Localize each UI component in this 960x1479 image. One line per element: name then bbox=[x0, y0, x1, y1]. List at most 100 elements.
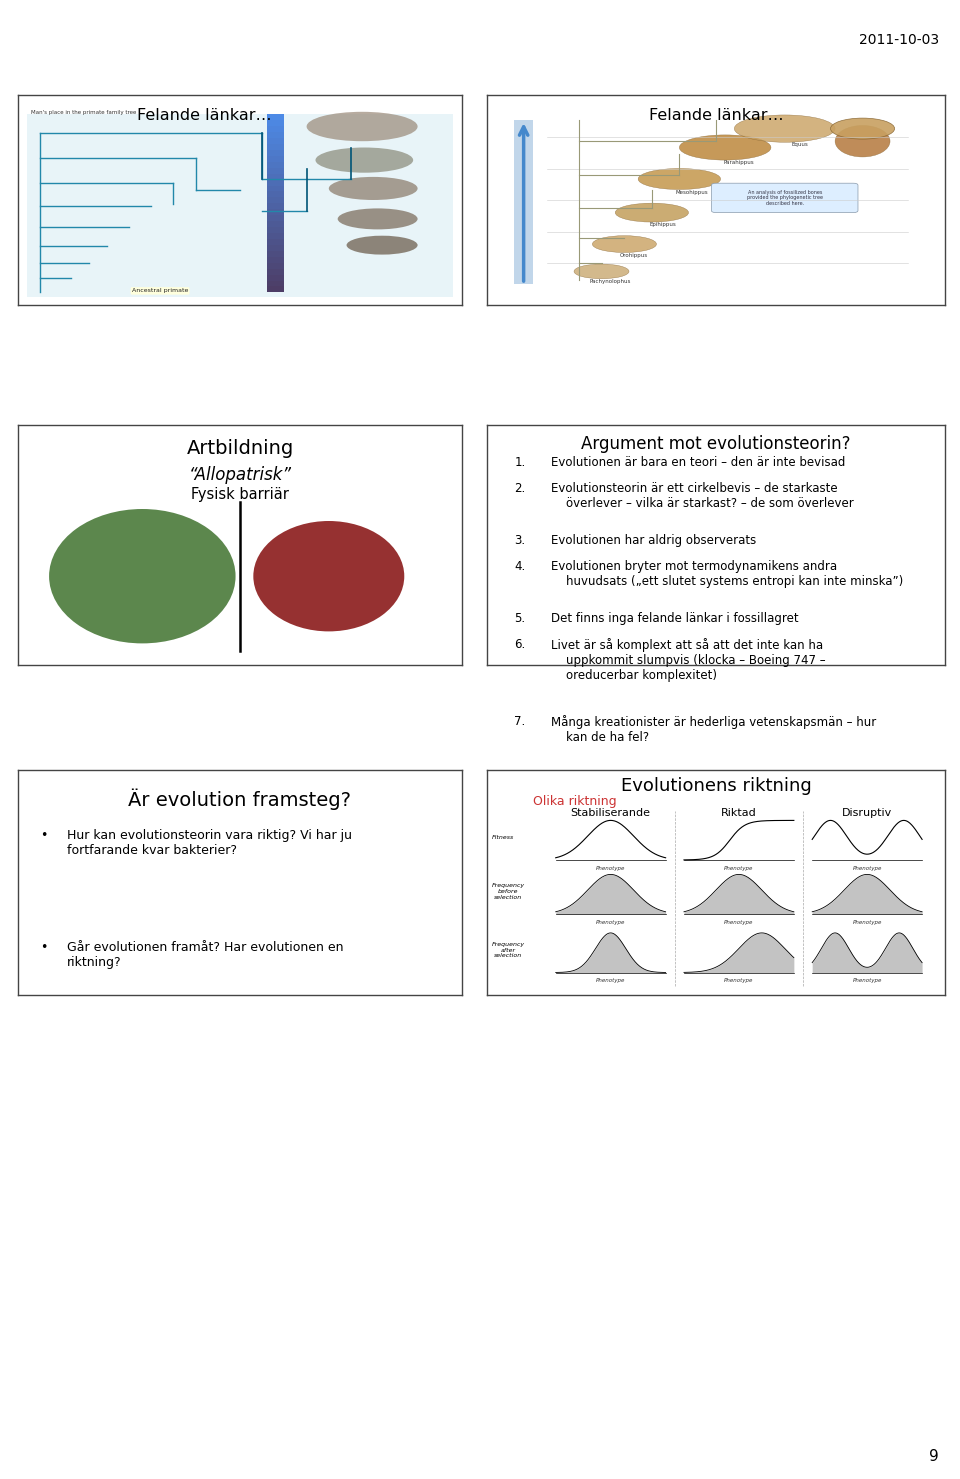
Bar bbox=[267, 226, 284, 234]
Text: Felande länkar…: Felande länkar… bbox=[649, 108, 783, 123]
Text: •: • bbox=[40, 941, 48, 954]
Bar bbox=[267, 138, 284, 143]
Text: Är evolution framsteg?: Är evolution framsteg? bbox=[129, 788, 351, 809]
Text: Stabiliserande: Stabiliserande bbox=[570, 808, 651, 818]
Text: Evolutionen har aldrig observerats: Evolutionen har aldrig observerats bbox=[551, 534, 756, 547]
Ellipse shape bbox=[49, 509, 235, 643]
Text: Olika riktning: Olika riktning bbox=[533, 794, 616, 808]
Text: Livet är så komplext att så att det inte kan ha
    uppkommit slumpvis (klocka –: Livet är så komplext att så att det inte… bbox=[551, 637, 826, 682]
Bar bbox=[267, 238, 284, 246]
Text: Mesohippus: Mesohippus bbox=[676, 189, 708, 195]
Bar bbox=[515, 120, 533, 284]
Text: Phenotype: Phenotype bbox=[852, 920, 882, 924]
Text: Phenotype: Phenotype bbox=[852, 865, 882, 871]
Text: Man's place in the primate family tree: Man's place in the primate family tree bbox=[32, 109, 136, 115]
Text: Disruptiv: Disruptiv bbox=[842, 808, 892, 818]
Bar bbox=[267, 244, 284, 251]
Ellipse shape bbox=[574, 265, 629, 278]
Text: 6.: 6. bbox=[515, 637, 526, 651]
Text: Evolutionens riktning: Evolutionens riktning bbox=[620, 776, 811, 794]
Ellipse shape bbox=[592, 235, 657, 253]
Bar bbox=[267, 256, 284, 263]
Text: Fysisk barriär: Fysisk barriär bbox=[191, 488, 289, 503]
Bar bbox=[267, 250, 284, 257]
Text: Riktad: Riktad bbox=[721, 808, 756, 818]
Bar bbox=[267, 214, 284, 222]
Ellipse shape bbox=[328, 177, 418, 200]
Text: Felande länkar…: Felande länkar… bbox=[137, 108, 272, 123]
Bar bbox=[267, 143, 284, 149]
Ellipse shape bbox=[615, 203, 688, 222]
Bar bbox=[267, 268, 284, 275]
Text: An analysis of fossilized bones
provided the phylogenetic tree
described here.: An analysis of fossilized bones provided… bbox=[747, 189, 823, 206]
Text: Phenotype: Phenotype bbox=[596, 920, 625, 924]
Text: Phenotype: Phenotype bbox=[724, 920, 754, 924]
Text: Det finns inga felande länkar i fossillagret: Det finns inga felande länkar i fossilla… bbox=[551, 612, 799, 624]
Ellipse shape bbox=[347, 235, 418, 254]
Text: “Allopatrisk”: “Allopatrisk” bbox=[188, 466, 292, 484]
Bar bbox=[267, 120, 284, 126]
Ellipse shape bbox=[338, 209, 418, 229]
FancyBboxPatch shape bbox=[711, 183, 858, 213]
Text: Fitness: Fitness bbox=[492, 836, 514, 840]
Text: Evolutionen bryter mot termodynamikens andra
    huvudsats („ett slutet systems : Evolutionen bryter mot termodynamikens a… bbox=[551, 561, 903, 587]
Bar bbox=[267, 179, 284, 185]
Bar bbox=[267, 209, 284, 216]
Text: Phenotype: Phenotype bbox=[596, 865, 625, 871]
Text: Ancestral primate: Ancestral primate bbox=[132, 288, 188, 293]
Text: Frequency
before
selection: Frequency before selection bbox=[492, 883, 525, 899]
Bar bbox=[267, 185, 284, 191]
Text: Parahippus: Parahippus bbox=[724, 160, 755, 166]
FancyBboxPatch shape bbox=[27, 114, 453, 297]
Ellipse shape bbox=[638, 169, 721, 189]
Text: 3.: 3. bbox=[515, 534, 526, 547]
Bar bbox=[267, 220, 284, 228]
Bar bbox=[267, 155, 284, 161]
Text: 5.: 5. bbox=[515, 612, 526, 624]
Text: Phenotype: Phenotype bbox=[724, 978, 754, 984]
Text: Pachynolophus: Pachynolophus bbox=[589, 280, 631, 284]
Ellipse shape bbox=[835, 126, 890, 157]
Text: Artbildning: Artbildning bbox=[186, 439, 294, 458]
Ellipse shape bbox=[680, 135, 771, 160]
Text: •: • bbox=[40, 828, 48, 842]
Text: Evolutionsteorin är ett cirkelbevis – de starkaste
    överlever – vilka är star: Evolutionsteorin är ett cirkelbevis – de… bbox=[551, 482, 853, 510]
Text: Orohippus: Orohippus bbox=[620, 253, 648, 257]
Text: 2.: 2. bbox=[515, 482, 526, 495]
Bar bbox=[267, 203, 284, 209]
Text: Evolutionen är bara en teori – den är inte bevisad: Evolutionen är bara en teori – den är in… bbox=[551, 456, 846, 469]
Text: Equus: Equus bbox=[791, 142, 808, 148]
Bar bbox=[267, 232, 284, 240]
Text: Phenotype: Phenotype bbox=[596, 978, 625, 984]
Bar bbox=[267, 173, 284, 179]
Text: 9: 9 bbox=[929, 1449, 939, 1464]
Text: Phenotype: Phenotype bbox=[724, 865, 754, 871]
Ellipse shape bbox=[306, 112, 418, 141]
Ellipse shape bbox=[253, 521, 404, 632]
Bar bbox=[267, 274, 284, 281]
Text: Epihippus: Epihippus bbox=[650, 222, 676, 228]
Bar bbox=[267, 167, 284, 173]
Ellipse shape bbox=[734, 115, 835, 142]
Bar bbox=[267, 262, 284, 269]
Text: 7.: 7. bbox=[515, 716, 526, 728]
Ellipse shape bbox=[316, 148, 413, 173]
Ellipse shape bbox=[830, 118, 895, 139]
Text: Phenotype: Phenotype bbox=[852, 978, 882, 984]
Text: 2011-10-03: 2011-10-03 bbox=[859, 33, 939, 46]
Text: Frequency
after
selection: Frequency after selection bbox=[492, 942, 525, 958]
Text: Argument mot evolutionsteorin?: Argument mot evolutionsteorin? bbox=[581, 435, 851, 453]
Text: 4.: 4. bbox=[515, 561, 526, 572]
Text: Många kreationister är hederliga vetenskapsmän – hur
    kan de ha fel?: Många kreationister är hederliga vetensk… bbox=[551, 716, 876, 744]
Text: 1.: 1. bbox=[515, 456, 526, 469]
Bar bbox=[267, 114, 284, 120]
Text: Går evolutionen framåt? Har evolutionen en
riktning?: Går evolutionen framåt? Har evolutionen … bbox=[67, 941, 344, 969]
Bar bbox=[267, 132, 284, 138]
Bar bbox=[267, 191, 284, 197]
Text: Hur kan evolutionsteorin vara riktig? Vi har ju
fortfarande kvar bakterier?: Hur kan evolutionsteorin vara riktig? Vi… bbox=[67, 828, 352, 856]
Bar bbox=[267, 161, 284, 167]
Bar bbox=[267, 126, 284, 132]
Bar bbox=[267, 285, 284, 293]
Bar bbox=[267, 280, 284, 287]
Bar bbox=[267, 149, 284, 155]
